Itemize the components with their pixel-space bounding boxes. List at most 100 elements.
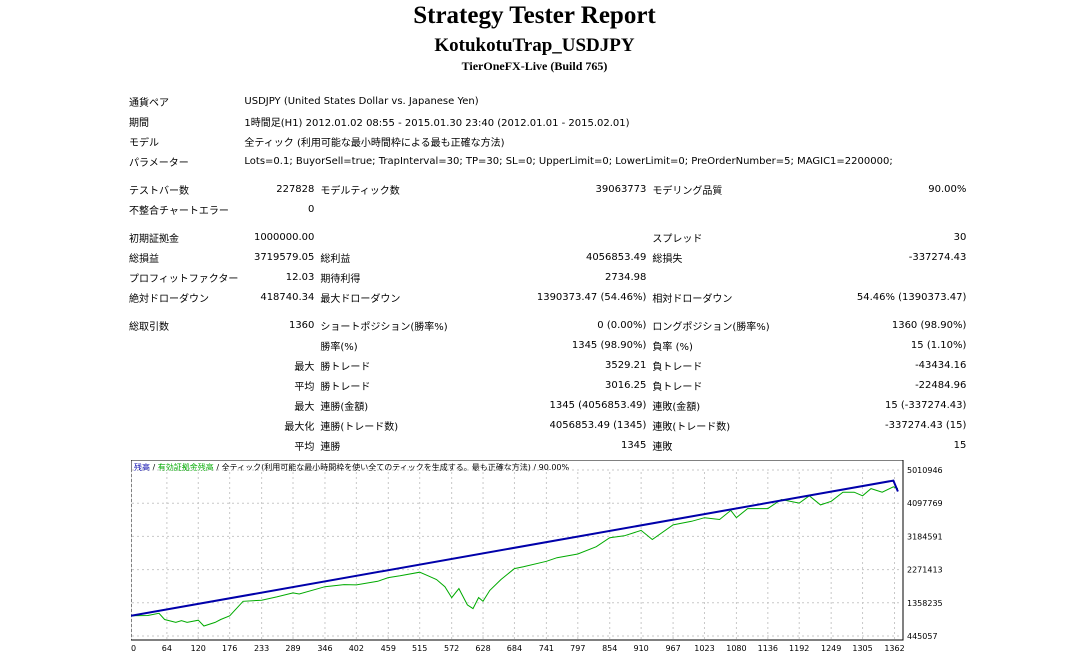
grid-lines	[131, 469, 902, 639]
bars-value: 227828	[276, 183, 315, 195]
rel-dd-value: 54.46% (1390373.47)	[856, 291, 967, 303]
model-row: モデル 全ティック (利用可能な最小時間枠による最も正確な方法)	[126, 131, 969, 151]
long-value: 1360 (98.90%)	[891, 319, 967, 331]
x-tick-label: 797	[570, 644, 585, 653]
x-tick-label: 572	[444, 644, 459, 653]
deposit-value: 1000000.00	[253, 231, 315, 243]
largest-win-label: 勝トレード	[320, 361, 371, 373]
balance-chart: 残高 / 有効証拠金残高 / 全ティック(利用可能な最小時間枠を使い全てのティッ…	[131, 460, 943, 653]
x-tick-label: 515	[412, 644, 427, 653]
x-tick-label: 120	[191, 644, 206, 653]
avg-cons-row: 平均 連勝 1345 連敗 15	[126, 435, 969, 455]
y-tick-label: 2271413	[907, 566, 943, 575]
spacer	[126, 307, 969, 315]
pf-row: プロフィットファクター 12.03 期待利得 2734.98	[126, 267, 969, 287]
deposit-label: 初期証拠金	[129, 233, 179, 245]
period-row: 期間 1時間足(H1) 2012.01.02 08:55 - 2015.01.3…	[126, 111, 969, 131]
symbol-row: 通貨ペア USDJPY (United States Dollar vs. Ja…	[126, 91, 969, 111]
y-tick-label: 4097769	[907, 499, 943, 508]
average-loss-value: -22484.96	[915, 379, 967, 391]
params-label: パラメーター	[129, 157, 189, 169]
ticks-value: 39063773	[595, 183, 647, 195]
gross-loss-label: 総損失	[652, 253, 683, 265]
net-profit-label: 総損益	[129, 253, 159, 265]
max-dd-label: 最大ドローダウン	[320, 293, 401, 305]
max-cons-wins-label: 連勝(金額)	[320, 401, 369, 413]
legend-rest: 全ティック(利用可能な最小時間枠を使い全てのティックを生成する。最も正確な方法)…	[222, 462, 570, 472]
legend-sep1: /	[150, 463, 158, 472]
period-value: 1時間足(H1) 2012.01.02 08:55 - 2015.01.30 2…	[244, 117, 630, 129]
bars-label: テストバー数	[129, 185, 189, 197]
x-tick-label: 176	[222, 644, 237, 653]
average-win-label: 勝トレード	[320, 381, 371, 393]
y-tick-label: 5010946	[907, 466, 943, 475]
short-value: 0 (0.00%)	[597, 319, 647, 331]
gross-profit-label: 総利益	[320, 253, 351, 265]
avg-cons-losses-value: 15	[953, 439, 967, 451]
model-value: 全ティック (利用可能な最小時間枠による最も正確な方法)	[244, 137, 505, 149]
gross-profit-value: 4056853.49	[585, 251, 647, 263]
x-tick-label: 64	[162, 644, 172, 653]
avg-cons-wins-value: 1345	[620, 439, 647, 451]
max-cons-row: 最大 連勝(金額) 1345 (4056853.49) 連敗(金額) 15 (-…	[126, 395, 969, 415]
largest-label: 最大	[294, 361, 315, 373]
x-tick-label: 684	[507, 644, 522, 653]
average-row: 平均 勝トレード 3016.25 負トレード -22484.96	[126, 375, 969, 395]
series-lines	[131, 479, 899, 627]
x-tick-label: 1080	[726, 644, 746, 653]
x-tick-label: 1192	[789, 644, 809, 653]
largest-loss-value: -43434.16	[915, 359, 967, 371]
rel-dd-label: 相対ドローダウン	[652, 293, 733, 305]
errors-value: 0	[308, 203, 315, 215]
maximal-losses-value: -337274.43 (15)	[885, 419, 967, 431]
period-label: 期間	[129, 117, 149, 129]
spacer	[126, 219, 969, 227]
legend-balance: 残高	[134, 462, 150, 472]
x-tick-label: 854	[602, 644, 617, 653]
y-tick-label: 1358235	[907, 599, 943, 608]
gross-loss-value: -337274.43	[908, 251, 967, 263]
expected-payoff-value: 2734.98	[605, 271, 647, 283]
largest-loss-label: 負トレード	[652, 361, 703, 373]
legend-equity: 有効証拠金残高	[158, 462, 214, 472]
chart-legend: 残高 / 有効証拠金残高 / 全ティック(利用可能な最小時間枠を使い全てのティッ…	[134, 462, 570, 472]
largest-row: 最大 勝トレード 3529.21 負トレード -43434.16	[126, 355, 969, 375]
x-tick-label: 1249	[821, 644, 841, 653]
x-tick-label: 1305	[852, 644, 872, 653]
profit-factor-value: 12.03	[285, 271, 315, 283]
modeling-label: モデリング品質	[652, 185, 723, 197]
average-win-value: 3016.25	[605, 379, 647, 391]
x-tick-label: 628	[475, 644, 490, 653]
server-info: TierOneFX-Live (Build 765)	[461, 59, 608, 73]
report-table: 通貨ペア USDJPY (United States Dollar vs. Ja…	[126, 91, 969, 455]
profit-factor-label: プロフィットファクター	[129, 273, 239, 285]
maximal-row: 最大化 連勝(トレード数) 4056853.49 (1345) 連敗(トレード数…	[126, 415, 969, 435]
total-trades-row: 総取引数 1360 ショートポジション(勝率%) 0 (0.00%) ロングポジ…	[126, 315, 969, 335]
x-tick-label: 1362	[884, 644, 904, 653]
x-tick-label: 289	[285, 644, 300, 653]
avg-cons-label: 平均	[294, 441, 315, 453]
y-tick-label: 445057	[907, 632, 938, 641]
x-tick-label: 967	[665, 644, 680, 653]
errors-row: 不整合チャートエラー 0	[126, 199, 969, 219]
short-label: ショートポジション(勝率%)	[320, 321, 448, 333]
maximal-wins-value: 4056853.49 (1345)	[549, 419, 647, 431]
x-tick-label: 0	[131, 644, 136, 653]
ea-name: KotukotuTrap_USDJPY	[434, 35, 635, 56]
legend-sep2: /	[214, 463, 222, 472]
x-tick-label: 1136	[758, 644, 778, 653]
chart-frame	[131, 460, 904, 641]
model-label: モデル	[129, 137, 159, 149]
avg-cons-wins-label: 連勝	[320, 441, 341, 453]
total-trades-value: 1360	[288, 319, 315, 331]
spacer	[126, 171, 969, 179]
params-row: パラメーター Lots=0.1; BuyorSell=true; TrapInt…	[126, 151, 969, 171]
avg-cons-losses-label: 連敗	[652, 441, 673, 453]
maximal-losses-label: 連敗(トレード数)	[652, 421, 731, 433]
loss-rate-value: 15 (1.10%)	[910, 339, 967, 351]
max-label: 最大	[294, 401, 315, 413]
average-label: 平均	[294, 381, 315, 393]
x-tick-label: 402	[349, 644, 364, 653]
ticks-label: モデルティック数	[320, 185, 400, 197]
quality-row: テストバー数 227828 モデルティック数 39063773 モデリング品質 …	[126, 179, 969, 199]
